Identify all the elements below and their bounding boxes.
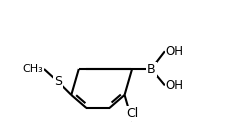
Text: OH: OH bbox=[165, 45, 183, 58]
Text: CH₃: CH₃ bbox=[22, 64, 43, 74]
Text: OH: OH bbox=[165, 79, 183, 92]
Text: Cl: Cl bbox=[126, 107, 138, 120]
Text: S: S bbox=[54, 75, 62, 88]
Text: B: B bbox=[146, 63, 155, 75]
